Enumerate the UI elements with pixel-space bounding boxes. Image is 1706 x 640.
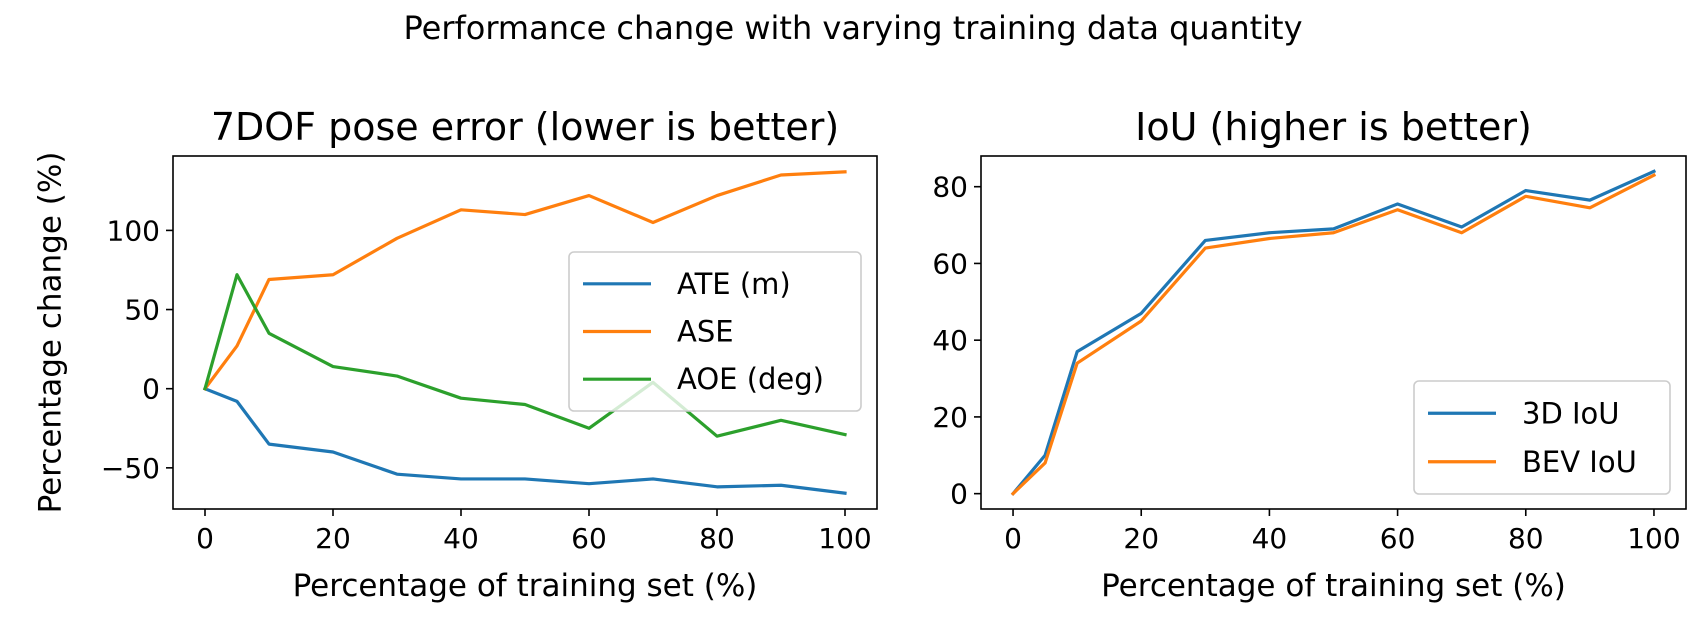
y-axis-label: Percentage change (%) xyxy=(33,152,69,514)
series-line-ate-m xyxy=(202,386,847,495)
x-tick-label: 80 xyxy=(699,522,735,555)
series-line-ase xyxy=(202,170,847,391)
y-tick-label: 80 xyxy=(932,171,968,204)
plot-frame xyxy=(172,155,878,510)
chart-pose-error: 7DOF pose error (lower is better) 0 20 40 60… xyxy=(33,105,878,604)
y-tick-label: 0 xyxy=(142,373,160,406)
x-tick-label: 100 xyxy=(1627,522,1680,555)
plot-frame xyxy=(980,155,1687,510)
x-tick-label: 20 xyxy=(1123,522,1159,555)
y-tick-label: 100 xyxy=(107,214,160,247)
chart-iou: IoU (higher is better) 0 20 40 60 80 100 0 20 40 6… xyxy=(932,105,1687,604)
y-tick-label: 60 xyxy=(932,247,968,280)
x-tick-label: 20 xyxy=(315,522,351,555)
legend: ATE (m) ASE AOE (deg) xyxy=(568,251,862,412)
series-line-3d-iou xyxy=(1010,169,1657,496)
chart-title: IoU (higher is better) xyxy=(1135,105,1532,149)
x-tick-label: 60 xyxy=(1380,522,1416,555)
y-tick-label: −50 xyxy=(101,452,160,485)
legend-frame xyxy=(568,251,862,412)
legend-label-ate-m: ATE (m) xyxy=(677,267,791,301)
x-tick-label: 60 xyxy=(571,522,607,555)
x-tick-label: 100 xyxy=(818,522,871,555)
x-tick-label: 80 xyxy=(1508,522,1544,555)
y-tick-label: 0 xyxy=(950,478,968,511)
legend-label-3d-iou: 3D IoU xyxy=(1522,396,1620,430)
x-tick-label: 0 xyxy=(1004,522,1022,555)
y-tick-label: 40 xyxy=(932,324,968,357)
x-tick-label: 0 xyxy=(196,522,214,555)
legend-label-bev-iou: BEV IoU xyxy=(1522,445,1637,479)
x-tick-label: 40 xyxy=(1252,522,1288,555)
figure-title: Performance change with varying training… xyxy=(403,9,1303,47)
series-line-aoe-deg xyxy=(203,273,847,438)
chart-title: 7DOF pose error (lower is better) xyxy=(211,105,839,149)
x-axis-label: Percentage of training set (%) xyxy=(293,568,758,604)
legend-label-ase: ASE xyxy=(677,315,734,349)
y-tick-label: 20 xyxy=(932,401,968,434)
legend: 3D IoU BEV IoU xyxy=(1413,380,1671,495)
series-line-bev-iou xyxy=(1010,173,1657,496)
legend-frame xyxy=(1413,380,1671,495)
y-tick-label: 50 xyxy=(124,294,160,327)
x-axis-label: Percentage of training set (%) xyxy=(1101,568,1566,604)
x-tick-label: 40 xyxy=(443,522,479,555)
legend-label-aoe-deg: AOE (deg) xyxy=(677,362,824,396)
